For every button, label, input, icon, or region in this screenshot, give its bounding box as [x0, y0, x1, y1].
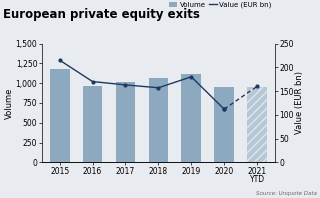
Text: Source: Unquote Data: Source: Unquote Data — [256, 191, 317, 196]
Legend: Volume, Value (EUR bn): Volume, Value (EUR bn) — [169, 2, 272, 8]
Bar — [83, 86, 102, 162]
Y-axis label: Value (EUR bn): Value (EUR bn) — [295, 71, 304, 134]
Bar — [50, 69, 69, 162]
Bar — [214, 87, 234, 162]
Bar — [181, 74, 201, 162]
Bar — [247, 87, 267, 162]
Bar — [116, 82, 135, 162]
Text: European private equity exits: European private equity exits — [3, 8, 200, 21]
Y-axis label: Volume: Volume — [5, 87, 14, 119]
Bar — [148, 78, 168, 162]
